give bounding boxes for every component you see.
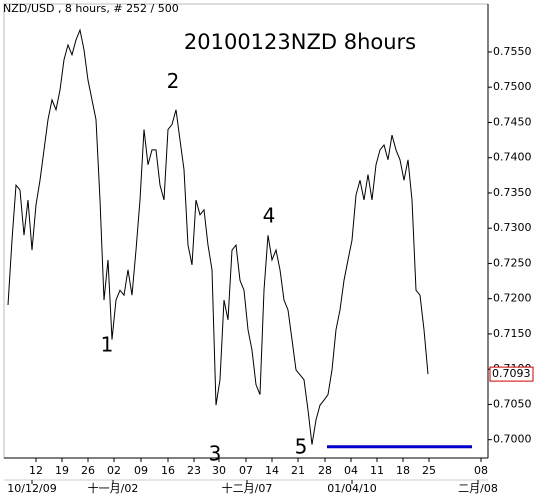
x-tick-label: 23 bbox=[187, 464, 201, 477]
x-tick-label: 21 bbox=[291, 464, 305, 477]
y-tick-label: 0.7200 bbox=[493, 292, 532, 305]
y-tick-label: 0.7450 bbox=[493, 115, 532, 128]
x-tick-label: 11 bbox=[370, 464, 384, 477]
y-tick-label: 0.7500 bbox=[493, 80, 532, 93]
y-tick-label: 0.7150 bbox=[493, 327, 532, 340]
x-tick-label: 12 bbox=[29, 464, 43, 477]
x-tick-label-secondary: 10/12/09 bbox=[7, 482, 56, 495]
last-price-box bbox=[489, 366, 534, 382]
x-tick-label: 02 bbox=[107, 464, 121, 477]
wave-label: 1 bbox=[101, 332, 114, 356]
y-tick-label: 0.7400 bbox=[493, 151, 532, 164]
x-tick-label: 14 bbox=[265, 464, 279, 477]
wave-label: 3 bbox=[209, 442, 222, 466]
x-tick-label: 07 bbox=[239, 464, 253, 477]
wave-label: 2 bbox=[167, 69, 180, 93]
x-tick-label: 08 bbox=[474, 464, 488, 477]
x-tick-label: 19 bbox=[55, 464, 69, 477]
y-tick-label: 0.7350 bbox=[493, 186, 532, 199]
wave-label: 4 bbox=[263, 203, 276, 227]
x-tick-label-secondary: 十一月/02 bbox=[88, 481, 139, 495]
price-line bbox=[7, 28, 429, 445]
x-tick-label-secondary: 01/04/10 bbox=[327, 482, 376, 495]
x-tick-label: 16 bbox=[161, 464, 175, 477]
x-tick-label: 04 bbox=[344, 464, 358, 477]
x-tick-label: 30 bbox=[212, 464, 226, 477]
wave-label: 5 bbox=[295, 435, 308, 459]
x-tick-label-secondary: 十二月/07 bbox=[222, 481, 273, 495]
x-tick-label-secondary: 二月/08 bbox=[458, 482, 498, 495]
x-tick-label: 28 bbox=[318, 464, 332, 477]
y-tick-label: 0.7250 bbox=[493, 256, 532, 269]
x-tick-label: 18 bbox=[396, 464, 410, 477]
x-tick-label: 09 bbox=[134, 464, 148, 477]
x-tick-label: 26 bbox=[81, 464, 95, 477]
y-tick-label: 0.7550 bbox=[493, 45, 532, 58]
header: NZD/USD , 8 hours, # 252 / 500 bbox=[3, 2, 179, 15]
y-tick-label: 0.7300 bbox=[493, 221, 532, 234]
y-tick-label: 0.7050 bbox=[493, 397, 532, 410]
x-tick-label: 25 bbox=[422, 464, 436, 477]
chart-title: 20100123NZD 8hours bbox=[184, 30, 416, 54]
y-tick-label: 0.7000 bbox=[493, 433, 532, 446]
last-price-label: 0.7093 bbox=[492, 367, 531, 380]
